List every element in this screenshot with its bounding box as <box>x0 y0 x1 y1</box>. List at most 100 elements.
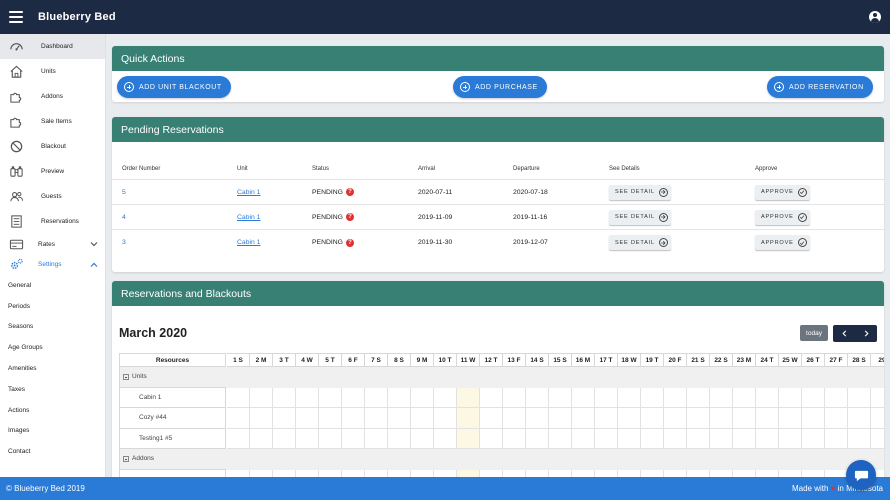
settings-subitem-age-groups[interactable]: Age Groups <box>8 344 43 352</box>
unit-link[interactable]: Cabin 1 <box>237 188 261 196</box>
day-cell[interactable] <box>411 408 434 429</box>
add-purchase-button[interactable]: ADD PURCHASE <box>453 76 547 98</box>
sidebar-item-reservations[interactable]: Reservations <box>0 209 105 234</box>
sidebar-item-sale-items[interactable]: Sale Items <box>0 109 105 134</box>
settings-subitem-general[interactable]: General <box>8 281 32 289</box>
day-cell[interactable] <box>572 428 595 449</box>
day-cell[interactable] <box>227 428 250 449</box>
day-cell[interactable] <box>687 408 710 429</box>
day-cell[interactable] <box>526 408 549 429</box>
day-cell[interactable] <box>526 428 549 449</box>
prev-month-button[interactable] <box>833 325 855 342</box>
day-cell[interactable] <box>434 469 457 481</box>
day-cell[interactable] <box>595 387 618 408</box>
account-icon[interactable] <box>869 11 881 23</box>
day-cell[interactable] <box>319 469 342 481</box>
day-cell[interactable] <box>549 387 572 408</box>
day-cell[interactable] <box>273 387 296 408</box>
day-cell[interactable] <box>779 469 802 481</box>
day-cell[interactable] <box>595 428 618 449</box>
day-cell[interactable] <box>687 387 710 408</box>
day-cell[interactable] <box>526 387 549 408</box>
day-cell[interactable] <box>411 469 434 481</box>
day-cell[interactable] <box>480 387 503 408</box>
sidebar-item-blackout[interactable]: Blackout <box>0 134 105 159</box>
settings-subitem-taxes[interactable]: Taxes <box>8 385 25 393</box>
day-cell[interactable] <box>595 408 618 429</box>
day-cell[interactable] <box>848 387 871 408</box>
collapse-icon[interactable] <box>123 455 129 462</box>
day-cell[interactable] <box>319 408 342 429</box>
day-cell[interactable] <box>848 408 871 429</box>
day-cell[interactable] <box>710 408 733 429</box>
approve-button[interactable]: APPROVE <box>755 184 810 200</box>
day-cell[interactable] <box>618 428 641 449</box>
sidebar-item-guests[interactable]: Guests <box>0 184 105 209</box>
day-cell[interactable] <box>664 428 687 449</box>
day-cell[interactable] <box>296 428 319 449</box>
approve-button[interactable]: APPROVE <box>755 209 810 225</box>
day-cell[interactable] <box>342 469 365 481</box>
day-cell[interactable] <box>618 387 641 408</box>
help-icon[interactable]: ? <box>345 188 354 196</box>
day-cell[interactable] <box>687 428 710 449</box>
day-cell[interactable] <box>572 408 595 429</box>
day-cell[interactable] <box>227 469 250 481</box>
day-cell[interactable] <box>756 428 779 449</box>
day-cell[interactable] <box>296 469 319 481</box>
day-cell[interactable] <box>365 469 388 481</box>
day-cell[interactable] <box>733 387 756 408</box>
see-detail-button[interactable]: SEE DETAIL <box>609 184 671 200</box>
day-cell[interactable] <box>388 387 411 408</box>
day-cell[interactable] <box>825 387 848 408</box>
sidebar-item-settings[interactable]: Settings <box>0 254 105 275</box>
day-cell[interactable] <box>802 469 825 481</box>
day-cell[interactable] <box>342 428 365 449</box>
day-cell[interactable] <box>250 428 273 449</box>
day-cell[interactable] <box>687 469 710 481</box>
day-cell[interactable] <box>641 469 664 481</box>
day-cell[interactable] <box>779 428 802 449</box>
sidebar-item-dashboard[interactable]: Dashboard <box>0 34 105 59</box>
day-cell[interactable] <box>388 428 411 449</box>
day-cell[interactable] <box>779 387 802 408</box>
day-cell[interactable] <box>618 408 641 429</box>
day-cell[interactable] <box>572 469 595 481</box>
order-number-link[interactable]: 5 <box>122 188 126 196</box>
day-cell[interactable] <box>250 469 273 481</box>
day-cell[interactable] <box>434 428 457 449</box>
day-cell[interactable] <box>526 469 549 481</box>
next-month-button[interactable] <box>855 325 877 342</box>
day-cell[interactable] <box>296 387 319 408</box>
order-number-link[interactable]: 3 <box>122 239 126 246</box>
order-number-link[interactable]: 4 <box>122 213 126 221</box>
settings-subitem-actions[interactable]: Actions <box>8 406 30 414</box>
day-cell[interactable] <box>411 387 434 408</box>
day-cell[interactable] <box>733 469 756 481</box>
settings-subitem-images[interactable]: Images <box>8 427 30 435</box>
day-cell[interactable] <box>549 469 572 481</box>
help-icon[interactable]: ? <box>345 238 354 247</box>
day-cell[interactable] <box>733 428 756 449</box>
day-cell[interactable] <box>756 387 779 408</box>
see-detail-button[interactable]: SEE DETAIL <box>609 235 671 250</box>
day-cell[interactable] <box>480 428 503 449</box>
day-cell[interactable] <box>434 408 457 429</box>
day-cell[interactable] <box>365 408 388 429</box>
unit-link[interactable]: Cabin 1 <box>237 213 261 221</box>
day-cell[interactable] <box>733 408 756 429</box>
day-cell[interactable] <box>457 387 480 408</box>
settings-subitem-seasons[interactable]: Seasons <box>8 323 34 331</box>
day-cell[interactable] <box>618 469 641 481</box>
add-reservation-button[interactable]: ADD RESERVATION <box>767 76 873 98</box>
day-cell[interactable] <box>871 388 884 408</box>
day-cell[interactable] <box>388 408 411 429</box>
day-cell[interactable] <box>250 387 273 408</box>
day-cell[interactable] <box>480 469 503 481</box>
chevron-up-icon[interactable] <box>90 261 98 269</box>
today-button[interactable]: today <box>800 325 828 341</box>
day-cell[interactable] <box>227 387 250 408</box>
day-cell[interactable] <box>664 387 687 408</box>
settings-subitem-amenities[interactable]: Amenities <box>8 365 37 373</box>
chevron-down-icon[interactable] <box>90 240 98 248</box>
